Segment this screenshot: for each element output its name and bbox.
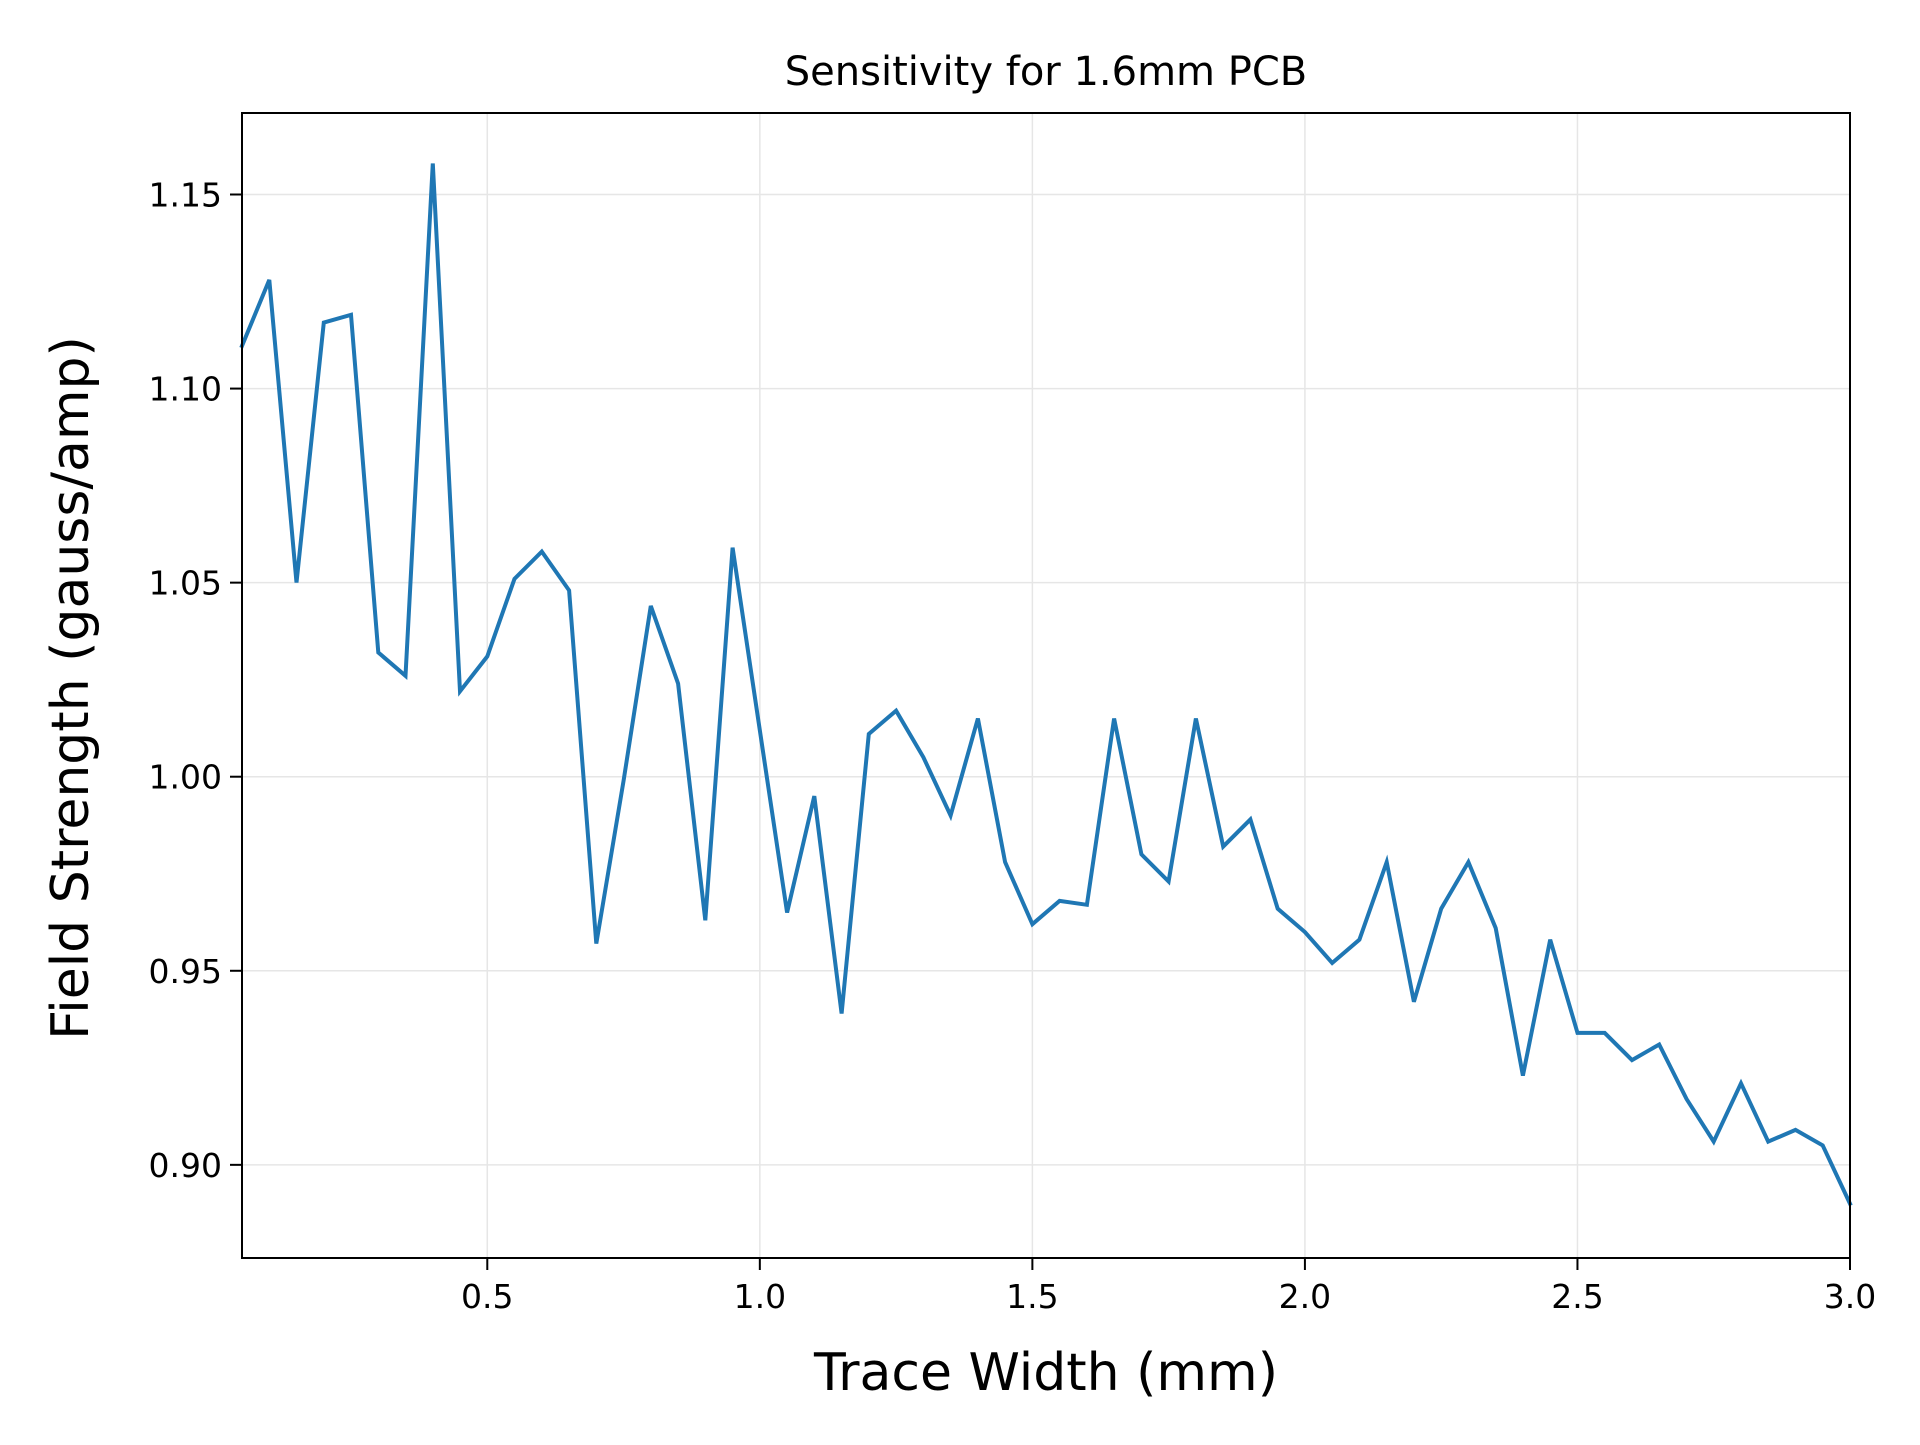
plot-frame [241,112,1851,1259]
y-tick-label: 1.15 [149,176,222,215]
x-tick-label: 1.5 [1006,1277,1058,1316]
x-tick-label: 2.5 [1551,1277,1603,1316]
x-tick-label: 1.0 [734,1277,786,1316]
y-tick-label: 0.90 [149,1146,222,1185]
series-line [239,163,1853,1207]
series-layer [239,163,1853,1207]
x-tick-label: 2.0 [1279,1277,1331,1316]
y-tick-label: 0.95 [149,952,222,991]
y-axis-label: Field Strength (gauss/amp) [41,336,101,1040]
x-tick-label: 0.5 [461,1277,513,1316]
y-tick-label: 1.05 [149,564,222,603]
axis-ticks: 0.5 1.0 1.5 2.0 2.5 3.0 0.90 0.95 1.00 1.05 1.10 1.… [149,176,1877,1316]
chart-title: Sensitivity for 1.6mm PCB [785,49,1307,95]
y-tick-label: 1.00 [149,758,222,797]
x-tick-label: 3.0 [1824,1277,1876,1316]
y-tick-label: 1.10 [149,370,222,409]
x-axis-label: Trace Width (mm) [813,1343,1278,1403]
